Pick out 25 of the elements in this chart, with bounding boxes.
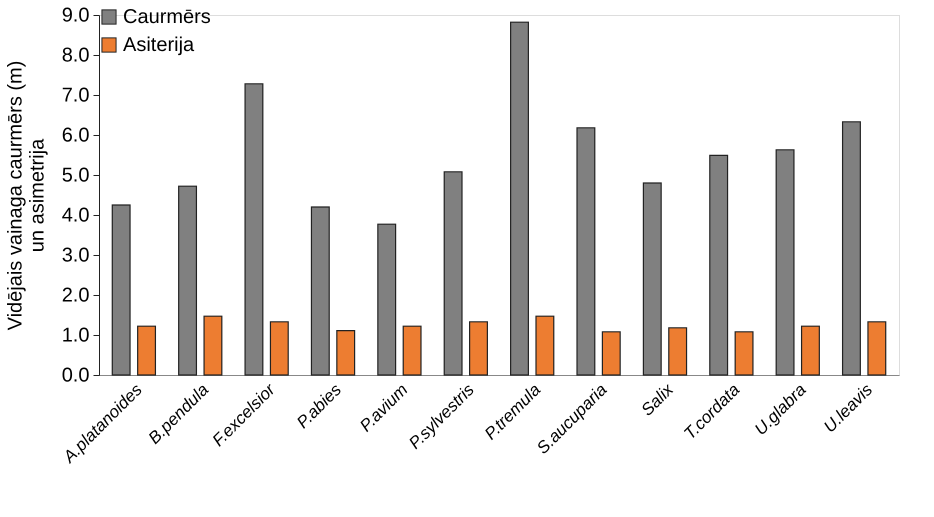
bar <box>402 326 422 376</box>
bar <box>336 330 356 376</box>
y-tick-label: 5.0 <box>62 164 90 186</box>
bar <box>137 326 156 376</box>
bar <box>535 316 554 376</box>
bar <box>867 321 886 376</box>
bar <box>668 327 688 376</box>
bar <box>734 331 754 376</box>
y-axis-title: Vidējais vainaga caurmērs (m) un asimetrija <box>4 60 49 330</box>
y-tick-label: 9.0 <box>62 4 90 26</box>
bar <box>800 326 820 376</box>
y-tick-label: 7.0 <box>62 84 90 106</box>
bar <box>270 321 289 376</box>
bar <box>602 331 621 376</box>
y-tick-label: 8.0 <box>62 44 90 66</box>
bar <box>203 316 222 376</box>
y-tick-label: 0.0 <box>62 364 90 386</box>
bar <box>469 321 488 376</box>
y-tick-label: 1.0 <box>62 324 90 346</box>
y-tick-label: 4.0 <box>62 204 90 226</box>
y-tick-label: 6.0 <box>62 124 90 146</box>
y-tick-label: 3.0 <box>62 244 90 266</box>
legend-label: Caurmērs <box>123 6 211 28</box>
legend-label: Asiterija <box>123 34 196 56</box>
y-tick-label: 2.0 <box>62 284 90 306</box>
